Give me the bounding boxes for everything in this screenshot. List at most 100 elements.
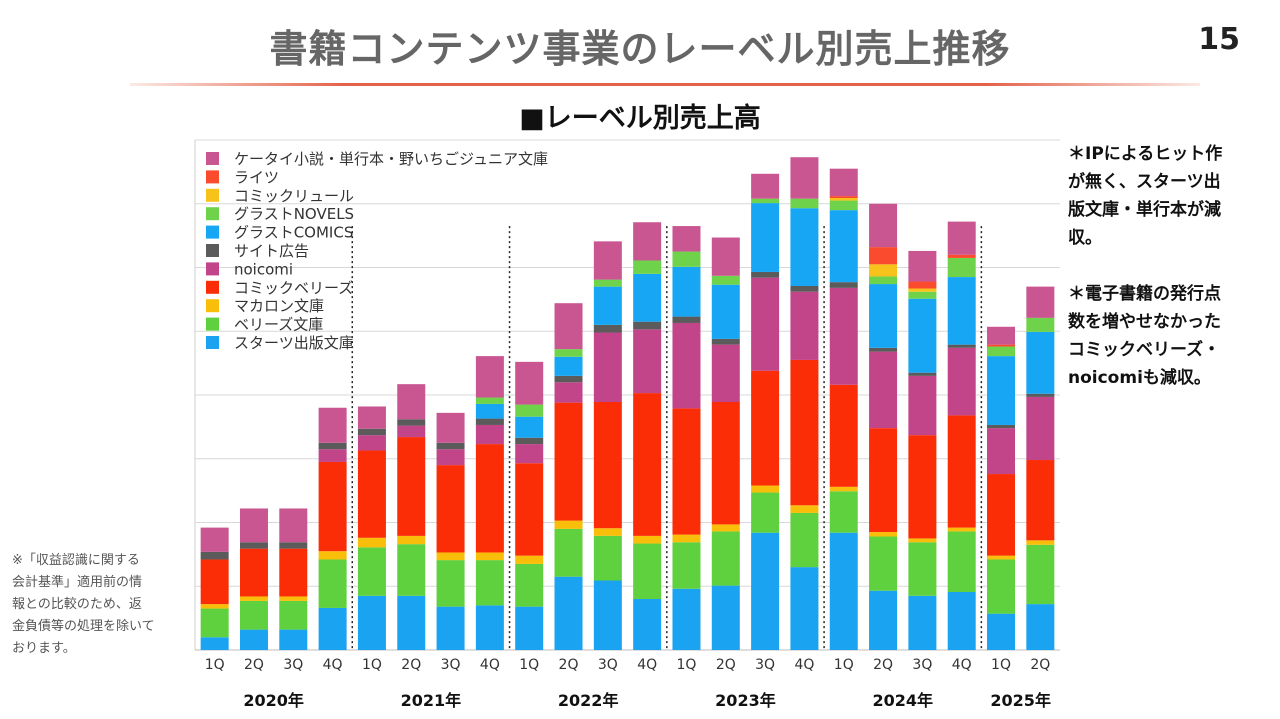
bar-segment <box>554 356 583 376</box>
note-ebooks: ＊電子書籍の発行点 数を増やせなかった コミックベリーズ・ noicomiも減収… <box>1068 280 1221 392</box>
bar-segment <box>554 528 583 577</box>
note-line: ＊IPによるヒット作 <box>1068 144 1223 164</box>
bar-segment <box>672 534 701 543</box>
bar-segment <box>633 222 662 261</box>
bar-segment <box>790 198 819 209</box>
bar-segment <box>751 173 780 199</box>
x-tick-label: 3Q <box>441 657 461 673</box>
bar-segment <box>475 424 504 445</box>
bar-segment <box>436 449 465 466</box>
bar-segment <box>1026 331 1055 394</box>
bar-segment <box>515 444 544 464</box>
bar-segment <box>554 303 583 350</box>
year-label: 2023年 <box>715 691 776 710</box>
bar-segment <box>357 537 386 548</box>
legend-label: コミックリュール <box>234 187 354 205</box>
bar-segment <box>593 241 622 280</box>
title-underline <box>130 83 1200 86</box>
bar-segment <box>908 288 937 292</box>
bar-segment <box>318 551 347 560</box>
bar-segment <box>318 461 347 552</box>
bar-segment <box>357 435 386 451</box>
note-line: 収。 <box>1068 228 1102 248</box>
bar-segment <box>711 344 740 403</box>
bar-segment <box>987 346 1016 357</box>
bar-segment <box>239 548 268 597</box>
bar-segment <box>751 271 780 278</box>
bar-segment <box>829 282 858 288</box>
bar-segment <box>829 287 858 385</box>
bar-segment <box>987 559 1016 614</box>
bar-segment <box>554 402 583 521</box>
bar-segment <box>711 275 740 285</box>
bar-segment <box>908 595 937 650</box>
legend-label: ベリーズ文庫 <box>234 316 323 334</box>
bar-segment <box>829 210 858 283</box>
bar-segment <box>279 508 308 543</box>
x-tick-label: 4Q <box>952 657 972 673</box>
bar-segment <box>908 250 937 282</box>
bar-segment <box>318 449 347 462</box>
bar-segment <box>593 286 622 325</box>
bar-segment <box>357 428 386 436</box>
x-tick-label: 4Q <box>480 657 500 673</box>
bar-segment <box>751 198 780 204</box>
bar-segment <box>633 543 662 599</box>
legend-swatch <box>206 188 219 202</box>
bar-segment <box>1026 540 1055 545</box>
bar-segment <box>515 563 544 607</box>
bar-segment <box>475 560 504 606</box>
footnote-line: おります。 <box>12 641 76 656</box>
bar-segment <box>869 428 898 533</box>
bar-segment <box>633 329 662 394</box>
legend-swatch <box>206 170 219 184</box>
bar-segment <box>987 344 1016 347</box>
bar-segment <box>515 404 544 417</box>
bar-segment <box>357 406 386 429</box>
bar-segment <box>947 254 976 258</box>
bar-segment <box>869 284 898 348</box>
bar-segment <box>279 600 308 630</box>
bar-segment <box>790 157 819 199</box>
bar-segment <box>869 532 898 537</box>
bar-segment <box>711 585 740 650</box>
bar-segment <box>987 428 1016 475</box>
bar-segment <box>554 520 583 529</box>
bar-segment <box>1026 393 1055 397</box>
bar-segment <box>908 372 937 376</box>
note-line: 数を増やせなかった <box>1068 312 1221 332</box>
page-title: 書籍コンテンツ事業のレーベル別売上推移 <box>269 27 1011 71</box>
bar-segment <box>947 344 976 348</box>
x-tick-label: 1Q <box>362 657 382 673</box>
bar-segment <box>790 359 819 506</box>
legend-swatch <box>206 152 219 165</box>
bar-segment <box>672 316 701 323</box>
bar-segment <box>554 576 583 650</box>
bar-segment <box>515 555 544 564</box>
bar-segment <box>1026 460 1055 541</box>
bar-segment <box>829 384 858 487</box>
bar-segment <box>987 613 1016 650</box>
bar-segment <box>593 402 622 529</box>
bar-segment <box>200 551 229 560</box>
bar-segment <box>711 338 740 345</box>
bar-segment <box>869 203 898 248</box>
bar-segment <box>908 375 937 436</box>
legend-label: サイト広告 <box>234 242 309 260</box>
x-tick-label: 2Q <box>401 657 421 673</box>
legend-swatch <box>206 262 219 276</box>
note-hit-titles: ＊IPによるヒット作 が無く、スターツ出 版文庫・単行本が減 収。 <box>1068 140 1222 252</box>
bar-segment <box>397 544 426 596</box>
bar-segment <box>672 251 701 267</box>
bar-segment <box>515 416 544 438</box>
bar-segment <box>790 285 819 292</box>
x-tick-label: 4Q <box>794 657 814 673</box>
footnote-line: ※「収益認識に関する <box>12 553 140 568</box>
bar-segment <box>790 208 819 286</box>
bar-segment <box>593 528 622 536</box>
bar-segment <box>475 418 504 425</box>
bar-segment <box>869 351 898 429</box>
bar-segment <box>908 435 937 539</box>
bar-segment <box>436 412 465 443</box>
